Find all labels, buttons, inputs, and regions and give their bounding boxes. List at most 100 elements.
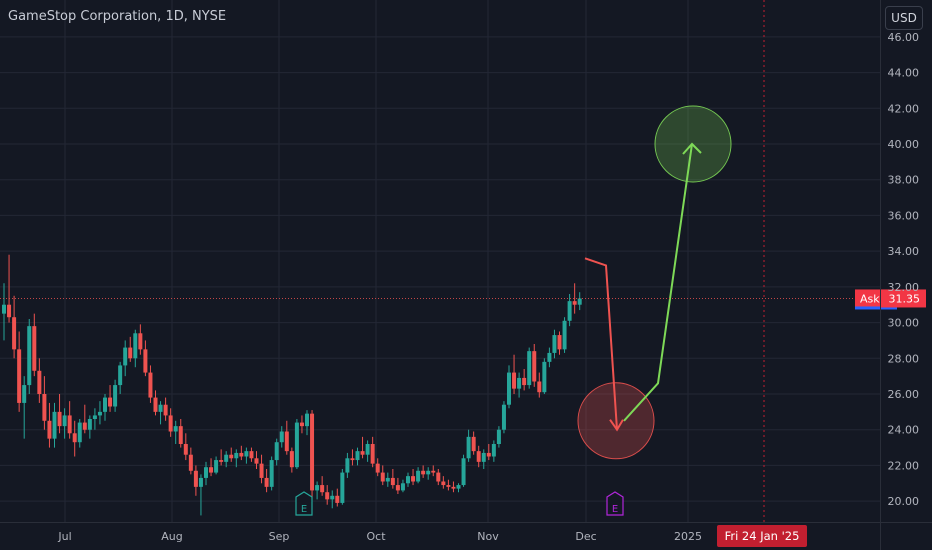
candle-body [113, 385, 118, 407]
candle-body [17, 349, 22, 403]
candle-body [466, 436, 471, 459]
y-tick-label: 36.00 [888, 209, 920, 222]
candle-body [67, 415, 72, 434]
candle-body [476, 451, 481, 462]
y-tick-label: 34.00 [888, 245, 920, 258]
earnings-marker-badge [295, 491, 313, 516]
y-tick-label: 30.00 [888, 317, 920, 330]
candle [441, 476, 446, 489]
candle-body [209, 467, 214, 473]
candle-body [7, 304, 12, 318]
candle [219, 449, 224, 466]
candle [355, 447, 360, 466]
candle-body [461, 458, 466, 486]
candle-body [284, 431, 289, 452]
candle [562, 317, 567, 353]
candle [67, 401, 72, 439]
candle [305, 410, 309, 436]
candle [204, 461, 208, 486]
candle-body [507, 372, 511, 405]
candle-body [118, 365, 123, 386]
currency-button[interactable]: USD [885, 6, 923, 30]
candle-body [52, 411, 57, 439]
candle [400, 479, 405, 493]
candle [294, 419, 299, 469]
candle [178, 419, 183, 448]
y-tick-label: 46.00 [888, 31, 920, 44]
candle-body [491, 444, 496, 457]
candle [32, 313, 37, 377]
candle [380, 465, 385, 486]
candle-body [133, 333, 138, 359]
candle [517, 372, 522, 398]
candle-body [360, 451, 365, 455]
candle-body [47, 420, 52, 439]
candle-body [557, 335, 562, 350]
candle-body [537, 381, 542, 393]
candle [345, 452, 350, 478]
candle-body [178, 426, 183, 444]
candle-body [400, 483, 405, 491]
candle-body [395, 485, 400, 491]
candle-body [501, 404, 506, 430]
candle-body [345, 458, 350, 473]
candle-body [512, 372, 517, 389]
candle [229, 447, 234, 462]
candle [491, 440, 496, 462]
candle-body [22, 385, 27, 403]
last-price-line: Ask 31.35 [0, 289, 926, 310]
candle-body [335, 495, 340, 503]
candle [163, 397, 168, 421]
candle [501, 401, 506, 434]
candle [431, 465, 436, 477]
earnings-marker-label: E [301, 504, 307, 515]
candle-body [224, 454, 229, 462]
candle-body [249, 451, 254, 459]
candle [532, 344, 537, 387]
candle [17, 331, 22, 412]
candle [143, 340, 148, 377]
candle-body [567, 301, 572, 321]
x-tick-label: Aug [161, 530, 182, 543]
candle-body [436, 472, 441, 482]
candle [138, 324, 143, 355]
candle-body [92, 415, 97, 419]
candle-body [259, 463, 264, 478]
candle-body [108, 397, 113, 407]
candle [299, 415, 304, 434]
candle [522, 369, 527, 391]
candle-body [234, 452, 239, 459]
candle [47, 402, 52, 448]
candle [289, 447, 294, 473]
candle-body [138, 333, 143, 350]
candle-body [244, 451, 249, 457]
candle [108, 385, 113, 412]
candle-body [456, 485, 461, 489]
candle-body [193, 470, 198, 487]
candle-body [370, 444, 375, 464]
earnings-marker: E [295, 491, 313, 516]
candle [209, 458, 214, 477]
candles [2, 254, 582, 516]
candle-body [486, 452, 491, 457]
candle-body [522, 377, 527, 386]
candle-body [330, 495, 335, 500]
price-tag [881, 289, 926, 308]
y-tick-label: 24.00 [888, 424, 920, 437]
candle-body [183, 444, 188, 455]
y-tick-label: 20.00 [888, 495, 920, 508]
earnings-marker-label: E [612, 504, 618, 515]
candle-body [62, 415, 67, 427]
candle-body [416, 470, 421, 482]
candle-body [471, 436, 476, 452]
candle-body [77, 422, 82, 443]
candle [224, 451, 229, 468]
candle [572, 283, 577, 314]
candle [12, 295, 17, 359]
candle-body [305, 413, 309, 427]
x-tick-label: Jul [57, 530, 71, 543]
candle-body [148, 372, 153, 398]
